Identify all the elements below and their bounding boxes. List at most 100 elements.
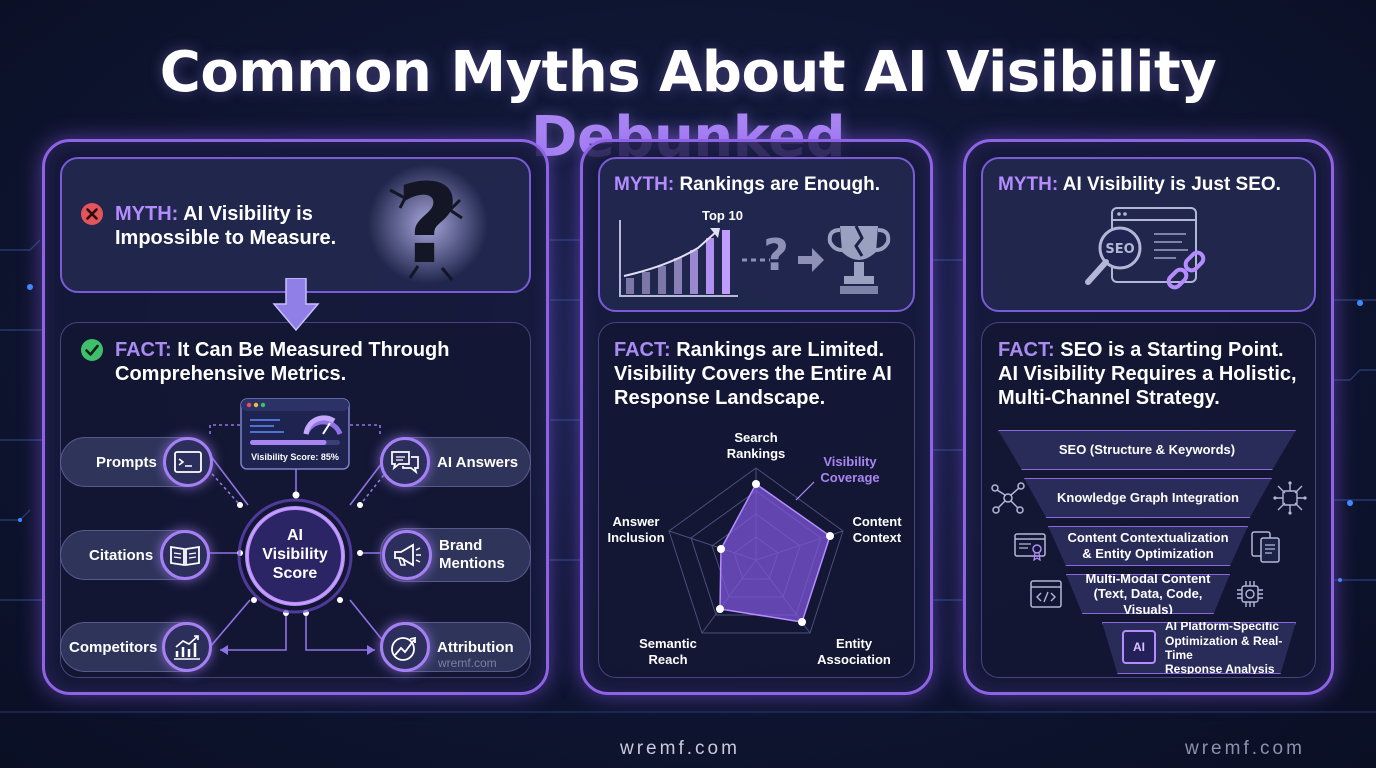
myth-line: Rankings are Enough. [679,174,881,195]
megaphone-icon [382,530,432,580]
metric-attribution-label: Attribution [437,638,514,656]
processor-icon [1237,581,1263,607]
metric-brand-label: Brand Mentions [439,537,505,573]
book-icon [160,530,210,580]
strategy-level-5-label: AI Platform-Specific Optimization & Real… [1165,619,1295,677]
radar-br-l2: Association [817,652,891,668]
visibility-radar-chart [668,467,844,634]
fact-label: FACT: [998,339,1055,361]
radar-top-l2: Rankings [726,446,786,462]
strategy-level-5-line-2: Optimization & Real-Time [1165,633,1283,662]
panel-watermark: wremf.com [438,656,497,670]
strategy-level-5-line-3: Response Analysis [1165,662,1275,677]
footer-brand-right: wremf.com [1185,738,1305,759]
dashboard-caption: Visibility Score: 85% [251,452,339,462]
certificate-icon [1014,533,1046,562]
myth-card-seo [981,157,1316,312]
title-main: Common Myths About AI Visibility [159,40,1217,105]
metric-prompts-label: Prompts [96,453,157,471]
myth-text-seo: MYTH: AI Visibility is Just SEO. [998,174,1281,197]
myth-text-measurement: MYTH: AI Visibility is Impossible to Mea… [115,202,336,250]
svg-text:?: ? [396,160,460,288]
radar-label-answer-inclusion: Answer Inclusion [598,514,674,547]
radar-right-l2: Context [852,530,902,546]
terminal-icon [163,437,213,487]
radar-label-visibility-coverage: Visibility Coverage [810,454,890,487]
metric-citations-label: Citations [89,546,154,564]
radar-left-l2: Inclusion [607,530,665,546]
fact-line-3: Response Landscape. [614,387,826,409]
dashboard-window-icon [240,398,350,470]
strategy-level-4: Multi-Modal Content (Text, Data, Code, V… [1066,574,1230,614]
fact-line-3: Multi-Channel Strategy. [998,387,1220,409]
radar-bl-l2: Reach [648,652,688,668]
fact-label: FACT: [115,339,172,361]
strategy-level-2: Knowledge Graph Integration [1024,478,1272,518]
strategy-level-1: SEO (Structure & Keywords) [998,430,1296,470]
bar-chart-icon [162,622,212,672]
radar-coverage-l2: Coverage [820,470,880,486]
svg-text:?: ? [763,230,789,280]
myth-line-1: AI Visibility is [183,203,313,225]
strategy-level-3-line-1: Content Contextualization [1067,530,1229,546]
strategy-level-4-label: Multi-Modal Content (Text, Data, Code, V… [1067,570,1229,614]
footer-brand-center: wremf.com [620,738,740,759]
radar-label-semantic-reach: Semantic Reach [628,636,708,669]
chat-bubbles-icon [380,437,430,487]
radar-br-l1: Entity [835,636,873,651]
dashboard-score-bar [250,440,327,445]
down-arrow-icon [272,278,320,332]
myth-label: MYTH: [115,203,179,225]
ai-chip-icon: AI [1122,630,1156,664]
fact-line-1: SEO is a Starting Point. [1060,339,1284,361]
center-line-2: Visibility [262,546,328,564]
top-10-label: Top 10 [702,208,743,223]
radar-label-entity-association: Entity Association [812,636,896,669]
ai-chip-label: AI [1133,640,1145,654]
metric-ai-answers-label: AI Answers [437,453,519,471]
center-line-3: Score [272,565,318,583]
fact-line-2: Visibility Covers the Entire AI [614,363,892,385]
ranking-chart-icon [619,220,738,297]
strategy-level-4-line-1: Multi-Modal Content [1085,570,1211,586]
radar-label-search-rankings: Search Rankings [716,430,796,463]
fact-text-rankings: FACT: Rankings are Limited. Visibility C… [614,338,892,410]
center-line-1: AI [287,527,303,544]
broken-trophy-icon [827,225,891,294]
strategy-level-3: Content Contextualization & Entity Optim… [1048,526,1248,566]
myth-text-rankings: MYTH: Rankings are Enough. [614,174,880,197]
circuit-chip-icon [1273,481,1307,515]
seo-badge-label: SEO [1105,242,1134,257]
strategy-level-2-label: Knowledge Graph Integration [1056,490,1239,506]
radar-coverage-l1: Visibility [823,454,877,469]
radar-label-content-context: Content Context [840,514,914,547]
network-graph-icon [991,482,1025,514]
myth-line-2: Impossible to Measure. [115,227,337,249]
radar-left-l1: Answer [612,514,660,529]
center-score-ring [237,498,353,614]
myth-line: AI Visibility is Just SEO. [1062,174,1281,195]
fact-label: FACT: [614,339,671,361]
center-score-label: AI Visibility Score [235,526,355,584]
radar-top-l1: Search [734,430,778,445]
metric-brand-line-1: Brand [439,537,483,554]
metric-competitors-label: Competitors [69,638,158,656]
strategy-level-1-label: SEO (Structure & Keywords) [1058,442,1236,458]
radar-right-l1: Content [852,514,902,529]
myth-label: MYTH: [614,174,675,195]
fact-text-seo: FACT: SEO is a Starting Point. AI Visibi… [998,338,1297,410]
target-arrow-icon [380,622,430,672]
seo-magnifier-chain-icon: SEO [1085,207,1206,290]
code-window-icon [1030,580,1062,608]
fact-line-1: Rankings are Limited. [676,339,885,361]
fact-check-icon [81,339,103,361]
strategy-level-3-label: Content Contextualization & Entity Optim… [1067,530,1228,561]
fact-line-1: It Can Be Measured Through [177,339,450,361]
metric-brand-line-2: Mentions [439,555,505,572]
fact-text-measurement: FACT: It Can Be Measured Through Compreh… [115,338,449,386]
documents-icon [1251,531,1280,563]
fact-line-2: Comprehensive Metrics. [115,363,347,385]
strategy-level-5-line-1: AI Platform-Specific [1165,619,1280,634]
fact-line-2: AI Visibility Requires a Holistic, [998,363,1297,385]
